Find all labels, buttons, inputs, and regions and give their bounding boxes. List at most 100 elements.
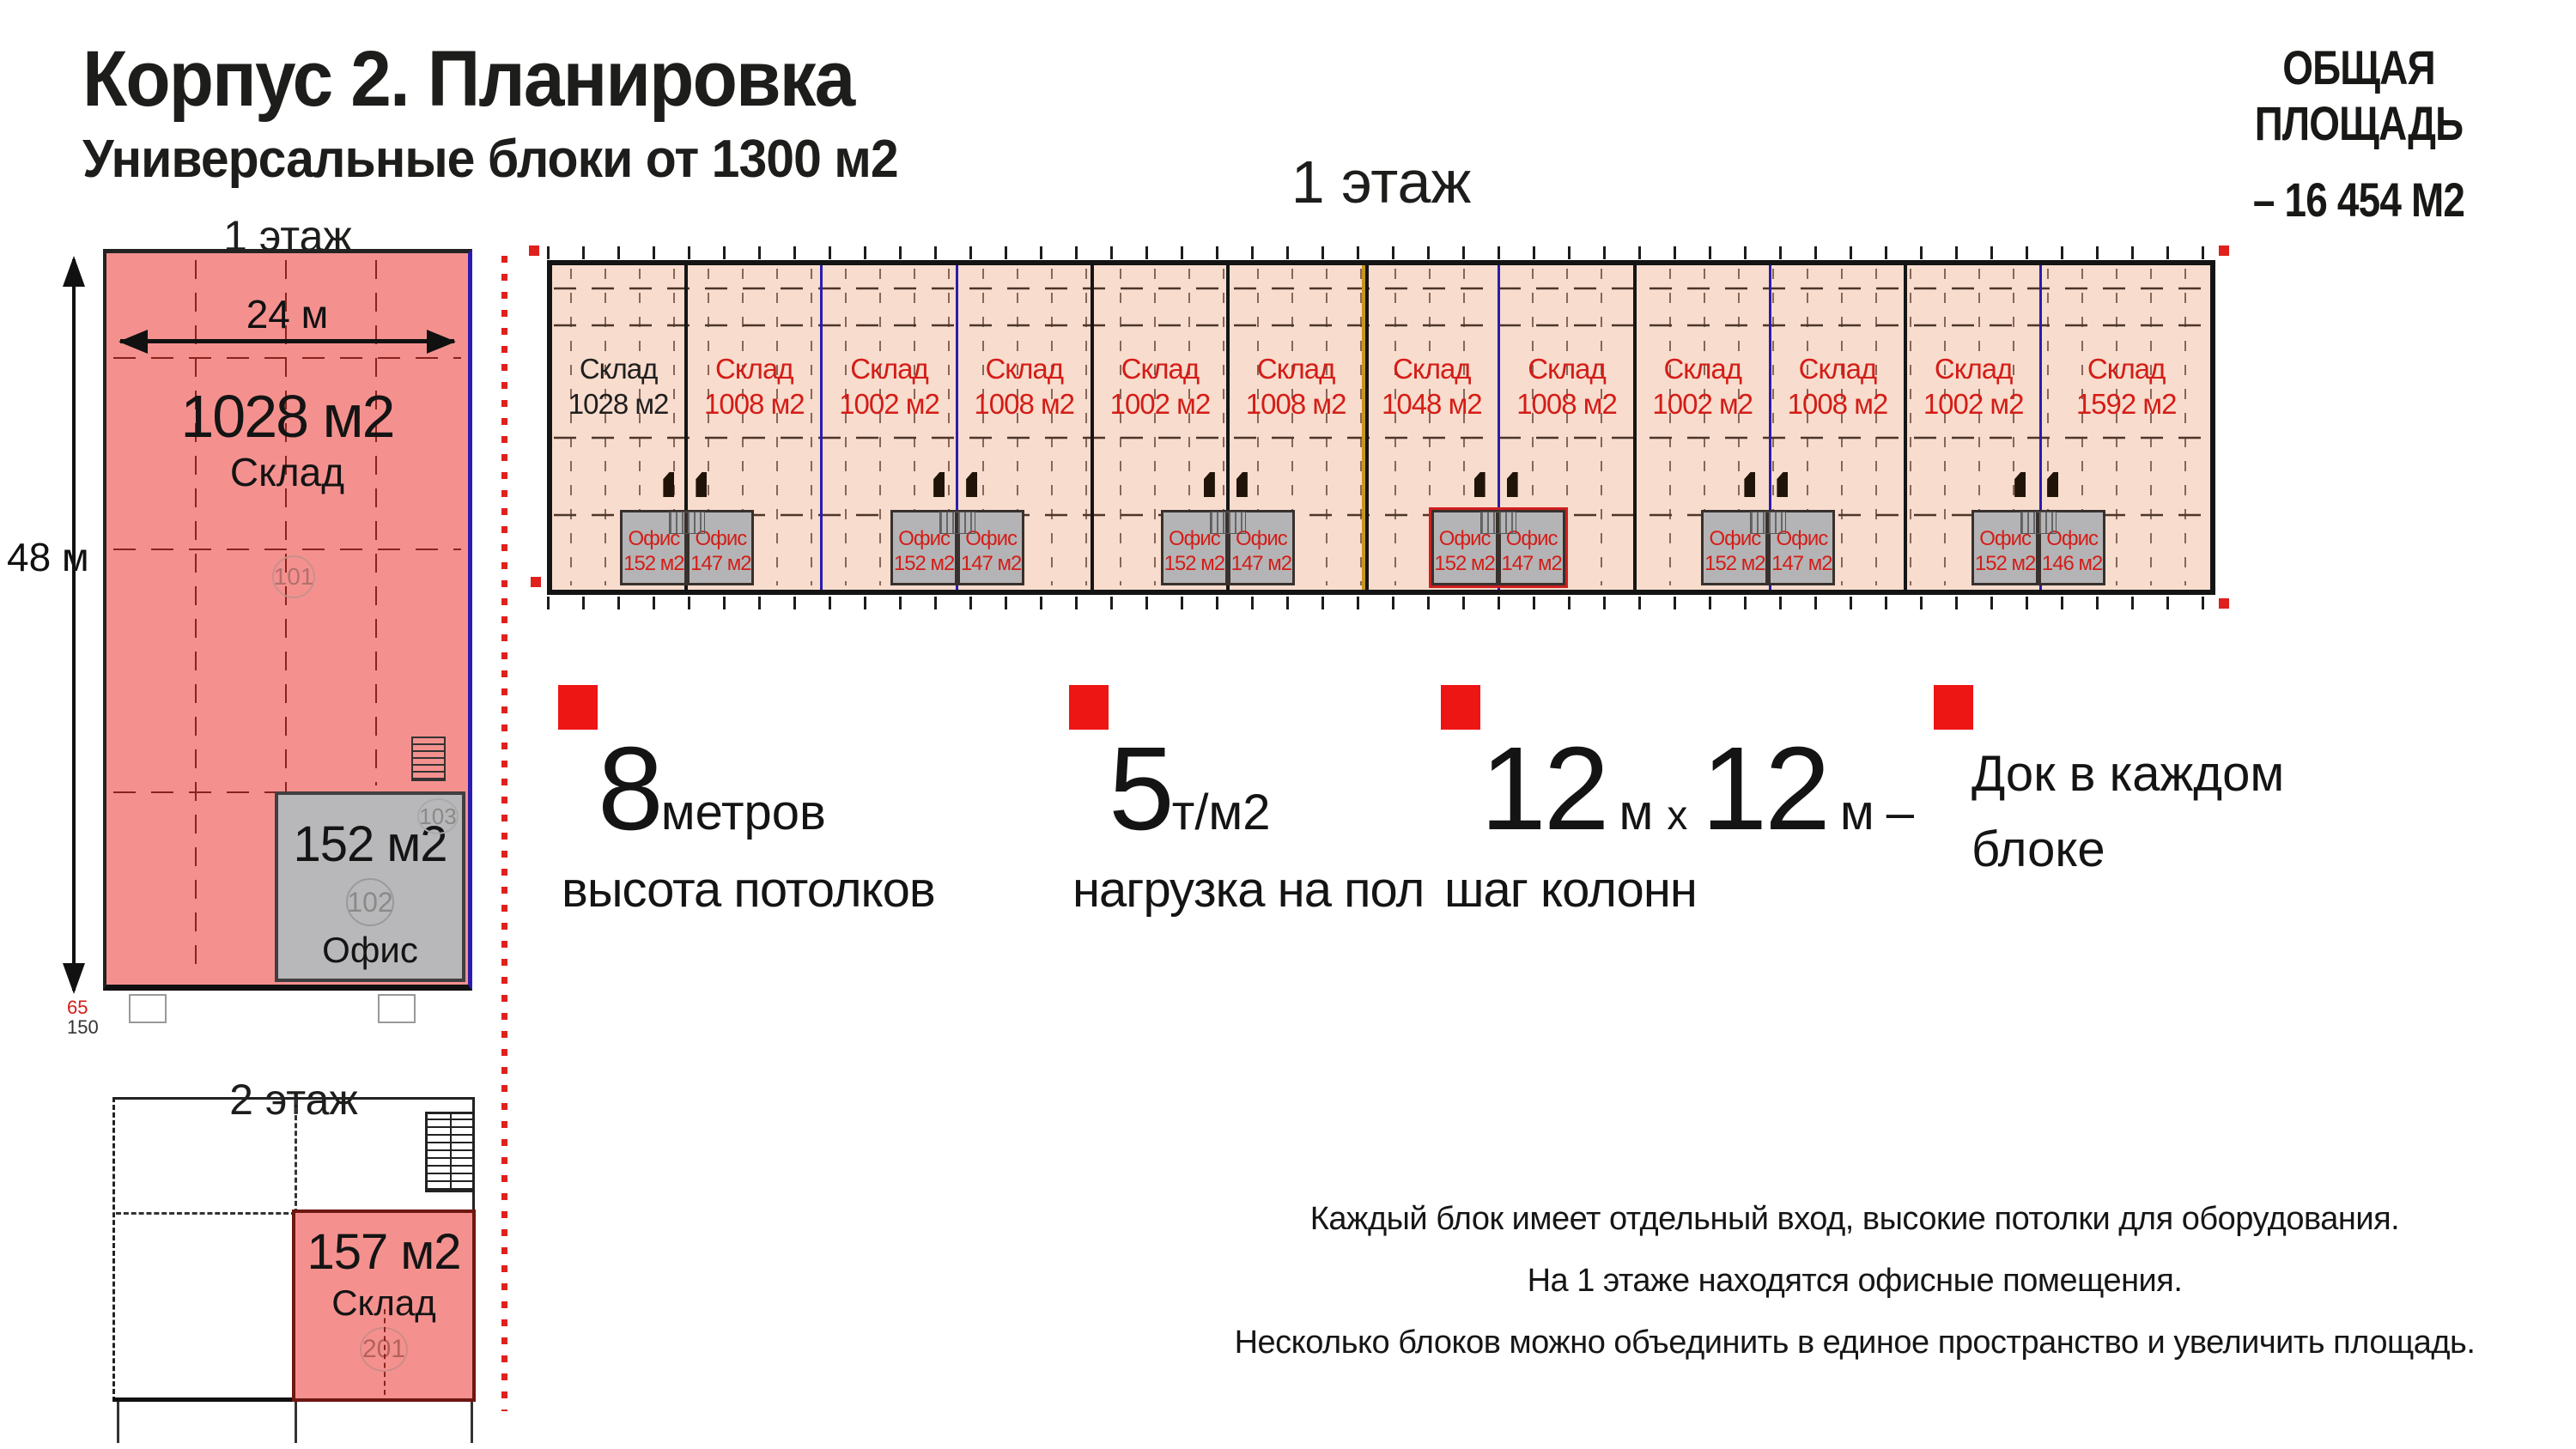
warehouse-block: Склад 1002 м2 (823, 265, 958, 590)
total-area-block: ОБЩАЯ ПЛОЩАДЬ – 16 454 М2 (2157, 39, 2561, 227)
office-area-value: 147 м2 (690, 552, 752, 575)
office-pair: Офис 152 м2 Офис 147 м2 (620, 472, 755, 585)
column-grid-ticks-top (547, 246, 2215, 259)
dock-door-icon (1236, 472, 1248, 497)
office-cell: Офис 147 м2 (957, 510, 1025, 585)
warehouse-area-value: 1028 м2 (180, 383, 395, 450)
warehouse-block: Склад 1008 м2 (958, 265, 1094, 590)
office-area-value: 146 м2 (2041, 552, 2104, 575)
floor1-left-plan: 24 м 1028 м2 Склад 101 103 152 м2 102 Оф… (103, 249, 472, 991)
block-area-value: 1592 м2 (2075, 388, 2178, 420)
dock-door-icon (696, 472, 708, 497)
office-area-value: 147 м2 (1771, 552, 1833, 575)
feature-number: 12 (1480, 723, 1609, 855)
feature-description: высота потолков (562, 862, 936, 918)
block-label: Склад (1934, 353, 2014, 385)
wall-stub (471, 1402, 473, 1443)
block-area-value: 1002 м2 (1652, 388, 1753, 420)
block-area-value: 1008 м2 (703, 388, 805, 420)
feature-unit: т/м2 (1171, 785, 1271, 840)
office-area-value: 152 м2 (893, 552, 956, 575)
block-area-value: 1048 м2 (1382, 388, 1483, 420)
stairs-icon (2020, 512, 2057, 534)
block-area-value: 1002 м2 (1923, 388, 2025, 420)
feature-number: 5 (1109, 723, 1175, 855)
footnote-line: Каждый блок имеет отдельный вход, высоки… (1309, 1201, 2400, 1237)
block-area-value: 1008 м2 (1245, 388, 1347, 420)
floor2-warehouse-room: 157 м2 Склад 201 (292, 1210, 476, 1402)
warehouse-block: Склад 1008 м2 (1230, 265, 1366, 590)
office-area-value: 147 м2 (960, 552, 1023, 575)
block-area-value: 1028 м2 (568, 388, 670, 420)
warehouse-block: Склад 1002 м2 (1907, 265, 2043, 590)
office-area-value: 152 м2 (623, 552, 685, 575)
plan-grid-line (384, 1309, 386, 1395)
warehouse-block: Склад 1008 м2 (1771, 265, 1908, 590)
grid-marker (531, 577, 541, 587)
stairs-icon (425, 1112, 475, 1192)
block-label: Склад (1121, 353, 1200, 385)
feature-unit: метров (660, 785, 826, 840)
grid-marker (2219, 246, 2229, 256)
dock-door-icon (1506, 472, 1518, 497)
block-area-value: 1008 м2 (974, 388, 1075, 420)
office-label: Офис (322, 930, 418, 970)
grid-marker (529, 246, 539, 256)
block-label: Склад (985, 353, 1064, 385)
dock-door-icon (2047, 472, 2059, 497)
dock-door-icon (966, 472, 978, 497)
stairs-icon (1750, 512, 1787, 534)
office-pair: Офис 152 м2 Офис 147 м2 (1431, 472, 1565, 585)
stairs-icon (669, 512, 706, 534)
feature-unit: м (1839, 785, 1874, 840)
vertical-dimension-line (63, 256, 85, 994)
block-label: Склад (715, 353, 794, 385)
red-square-bullet-icon (1934, 685, 1973, 730)
dash: – (1886, 785, 1915, 840)
room-number-badge: 101 (272, 555, 315, 598)
block-label: Склад (1663, 353, 1742, 385)
stairs-icon (1209, 512, 1246, 534)
feature-number: 8 (598, 723, 664, 855)
block-label: Склад (579, 353, 659, 385)
feature-description: Док в каждом (1971, 746, 2285, 802)
plan-grid-line (295, 1100, 297, 1214)
door-opening (378, 994, 416, 1023)
wall-stub (295, 1402, 297, 1443)
page-title: Корпус 2. Планировка (82, 35, 855, 123)
block-area-value: 1002 м2 (1109, 388, 1212, 420)
total-area-value: – 16 454 М2 (2252, 173, 2465, 227)
stairs-icon (939, 512, 976, 534)
feature-number: 12 (1701, 723, 1830, 855)
height-dimension-label: 48 м (7, 535, 89, 579)
door-opening (129, 994, 167, 1023)
grid-marker (2219, 598, 2229, 609)
page-subtitle: Универсальные блоки от 1300 м2 (82, 130, 899, 189)
feature-description: блоке (1971, 822, 2105, 877)
warehouse-block: Склад 1048 м2 (1365, 265, 1501, 590)
column-grid-ticks-bottom (547, 597, 2215, 609)
office-pairs-layer: Офис 152 м2 Офис 147 м2 Офис 152 м2 Офис… (552, 265, 2210, 590)
block-label: Склад (1528, 353, 1607, 385)
footnote-line: На 1 этаже находятся офисные помещения. (1527, 1263, 2183, 1299)
stairs-icon (411, 737, 446, 781)
office-cell: Офис 152 м2 (620, 510, 688, 585)
plan-grid-line (116, 1212, 296, 1215)
footnote-line: Несколько блоков можно объединить в един… (1234, 1325, 2476, 1361)
warehouse-area-value: 157 м2 (307, 1224, 461, 1280)
office-area-value: 147 м2 (1501, 552, 1563, 575)
block-area-value: 1008 м2 (1787, 388, 1889, 420)
block-label: Склад (1256, 353, 1336, 385)
width-dimension-arrow (118, 330, 456, 354)
block-label: Склад (2087, 353, 2166, 385)
floor1-long-title: 1 этаж (1291, 149, 1472, 215)
feature-description: шаг колонн (1444, 862, 1698, 918)
total-area-label: ОБЩАЯ ПЛОЩАДЬ (2254, 40, 2464, 150)
block-label: Склад (1393, 353, 1472, 385)
warehouse-block: Склад 1028 м2 (552, 265, 689, 590)
warehouse-block: Склад 1592 м2 (2042, 265, 2210, 590)
dock-door-icon (2014, 472, 2026, 497)
warehouse-blocks-row: Склад 1028 м2 Склад 1008 м2 Склад 1002 м… (552, 265, 2210, 590)
block-area-value: 1002 м2 (839, 388, 940, 420)
